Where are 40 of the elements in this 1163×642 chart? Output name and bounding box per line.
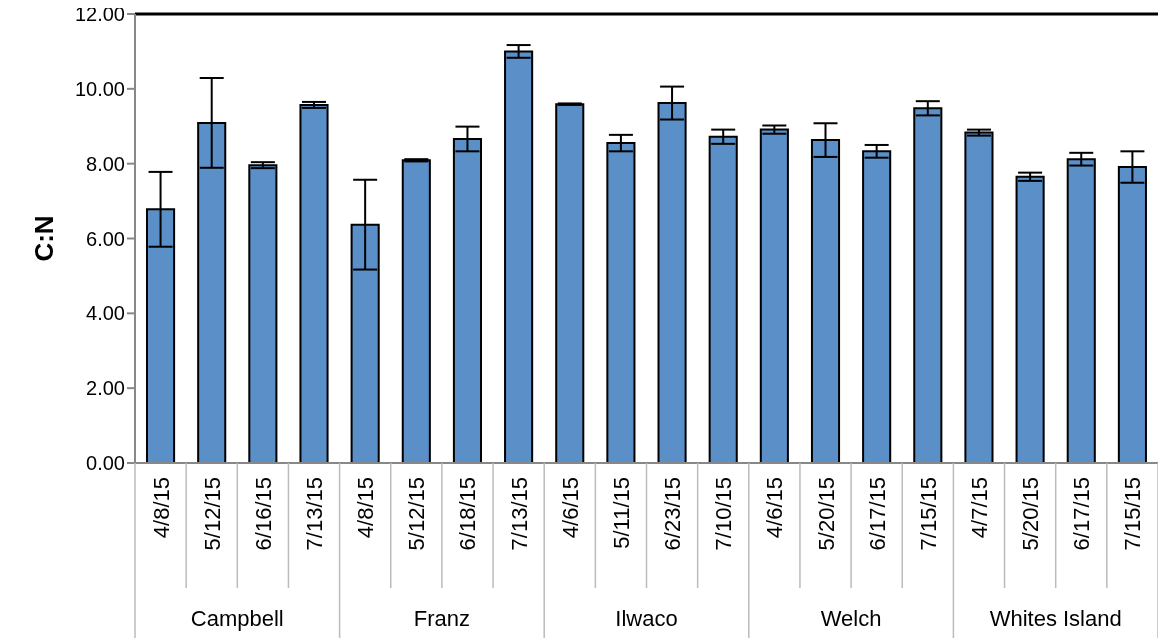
bar [401,159,431,463]
x-tick-label: 6/17/15 [864,477,890,551]
text: Whites Island [989,606,1122,631]
x-tick-label: 4/6/15 [557,477,583,539]
x-tick-label: 5/20/15 [1018,477,1044,551]
x-tick-label: 7/13/15 [302,477,328,551]
x-tick-label: 5/11/15 [608,477,634,549]
bar [1015,175,1045,463]
bar [248,164,278,463]
y-tick-label: 8.00 [86,152,125,175]
y-tick-label: 4.00 [86,302,125,325]
x-tick-label: 4/8/15 [148,477,174,539]
bar [299,103,329,463]
text: Ilwaco [615,606,678,631]
y-axis-title: C:N [29,215,60,262]
text: Campbell [190,606,284,631]
x-tick-label: 5/12/15 [404,477,430,551]
x-tick-label: 7/13/15 [506,477,532,551]
x-tick-label: 6/23/15 [660,477,686,551]
y-tick-label: 6.00 [86,227,125,250]
x-tick-label: 7/15/15 [1120,477,1146,551]
x-tick-label: 6/18/15 [455,477,481,551]
bar [555,103,585,463]
y-tick-label: 10.00 [74,77,125,100]
x-tick-label: 4/6/15 [762,477,788,539]
x-tick-label: 7/10/15 [711,477,737,551]
x-tick-label: 5/20/15 [813,477,839,551]
x-tick-label: 5/12/15 [199,477,225,551]
x-tick-label: 4/8/15 [353,477,379,539]
x-tick-label: 6/17/15 [1069,477,1095,551]
y-tick-label: 0.00 [86,452,125,475]
x-tick-label: 7/15/15 [915,477,941,551]
x-tick-label: 6/16/15 [250,477,276,551]
text: Welch [820,606,882,631]
y-tick-label: 2.00 [86,377,125,400]
bar [964,131,994,463]
bar [759,128,789,463]
text: Franz [413,606,471,631]
y-tick-label: 12.00 [74,3,125,26]
x-tick-label: 4/7/15 [966,477,992,539]
